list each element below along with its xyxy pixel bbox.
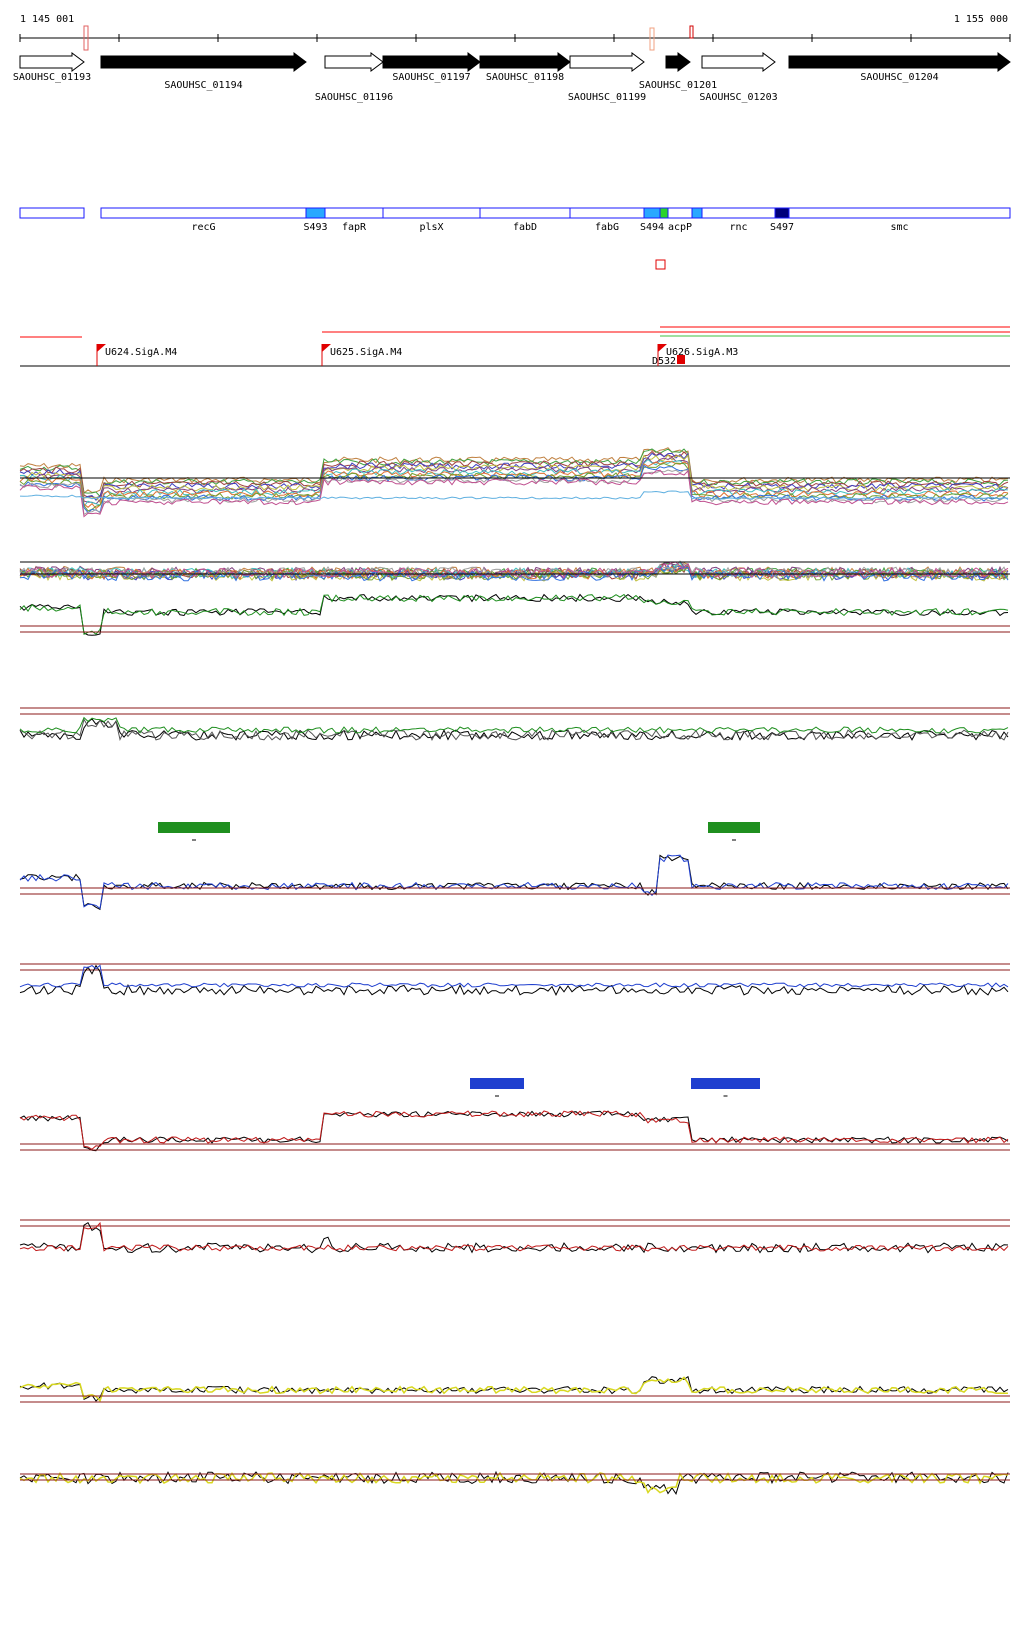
terminator-icon	[677, 355, 685, 364]
segment-box	[774, 207, 790, 219]
profile-line	[19, 854, 1009, 910]
profile-line	[19, 462, 1009, 512]
segment-label: acpP	[668, 222, 692, 233]
marker-icon	[689, 25, 694, 39]
gene-arrow	[19, 52, 85, 72]
promoter-label: U624.SigA.M4	[105, 347, 177, 358]
segment-box	[479, 207, 571, 219]
profile-line	[19, 454, 1009, 504]
ruler-start-label: 1 145 001	[20, 14, 74, 25]
segment-box	[659, 207, 669, 219]
segment-track: recG S493 fapR plsX fabD fabG S494 acpP rnc S497 s…	[19, 207, 1011, 270]
segment-label: S497	[770, 222, 794, 233]
gene-label: SAOUHSC_01196	[315, 92, 393, 103]
marker-icon	[655, 259, 666, 270]
terminator-label: D532	[652, 356, 676, 367]
promoter-flag-icon	[97, 344, 106, 352]
segment-box	[382, 207, 481, 219]
segment-label: plsX	[419, 222, 443, 233]
gene-label: SAOUHSC_01199	[568, 92, 646, 103]
gene-track: SAOUHSC_01193 SAOUHSC_01194 SAOUHSC_01196 S…	[13, 52, 1011, 103]
gene-arrow	[665, 52, 691, 72]
segment-box	[100, 207, 307, 219]
gene-label: SAOUHSC_01204	[860, 72, 938, 83]
promoter-label: U626.SigA.M3	[666, 347, 738, 358]
profile-line	[19, 1376, 1009, 1403]
gene-label: SAOUHSC_01203	[699, 92, 777, 103]
coordinate-ruler: 1 145 001 1 155 000	[19, 14, 1011, 51]
segment-box	[643, 207, 661, 219]
promoter-label: U625.SigA.M4	[330, 347, 402, 358]
gene-label: SAOUHSC_01201	[639, 80, 717, 91]
segment-box	[19, 207, 85, 219]
gene-arrow	[701, 52, 776, 72]
segment-box	[324, 207, 384, 219]
profile-line	[19, 458, 1009, 508]
profile-line	[19, 718, 1009, 742]
segment-label: fabG	[595, 222, 619, 233]
peak-bar	[691, 1078, 760, 1089]
profile-line	[19, 964, 1009, 988]
marker-icon	[649, 27, 655, 51]
segment-label: rnc	[729, 222, 747, 233]
gene-arrow	[382, 52, 481, 72]
gene-arrow	[324, 52, 384, 72]
profile-line	[19, 1110, 1009, 1152]
segment-label: fabD	[513, 222, 537, 233]
profile-line	[19, 450, 1009, 499]
profile-line	[19, 593, 1009, 636]
profile-line	[19, 456, 1009, 505]
segment-label: fapR	[342, 222, 367, 233]
profile-line	[19, 964, 1009, 997]
gene-arrow	[788, 52, 1011, 72]
ruler-end-label: 1 155 000	[954, 14, 1008, 25]
segment-box	[701, 207, 776, 219]
peak-bar	[158, 822, 230, 833]
profile-line	[19, 718, 1009, 741]
profile-line	[19, 490, 1009, 500]
profile-line	[19, 854, 1009, 911]
gene-label: SAOUHSC_01198	[486, 72, 564, 83]
segment-box	[667, 207, 693, 219]
profile-line	[19, 1110, 1009, 1150]
gene-arrow	[100, 52, 307, 72]
segment-box	[305, 207, 326, 219]
segment-label: recG	[191, 222, 215, 233]
marker-icon	[83, 25, 89, 51]
profile-line	[19, 469, 1009, 518]
segment-label: smc	[890, 222, 908, 233]
profile-line	[19, 593, 1009, 636]
profile-line	[19, 564, 1009, 582]
profile-line	[19, 716, 1009, 734]
gene-arrow	[569, 52, 645, 72]
profile-line	[19, 1221, 1009, 1252]
profile-line	[19, 1221, 1009, 1254]
segment-box	[691, 207, 703, 219]
peak-bar	[470, 1078, 524, 1089]
segment-box	[788, 207, 1011, 219]
gene-label: SAOUHSC_01197	[392, 72, 470, 83]
profile-line	[19, 469, 1009, 516]
peak-bar	[708, 822, 760, 833]
segment-box	[569, 207, 645, 219]
promoter-flag-icon	[658, 344, 667, 352]
segment-label: S493	[303, 222, 327, 233]
gene-arrow	[479, 52, 571, 72]
expression-tracks	[19, 447, 1010, 1495]
gene-label: SAOUHSC_01193	[13, 72, 91, 83]
gene-label: SAOUHSC_01194	[164, 80, 242, 91]
profile-line	[19, 464, 1009, 514]
promoter-flag-icon	[322, 344, 331, 352]
segment-label: S494	[640, 222, 664, 233]
